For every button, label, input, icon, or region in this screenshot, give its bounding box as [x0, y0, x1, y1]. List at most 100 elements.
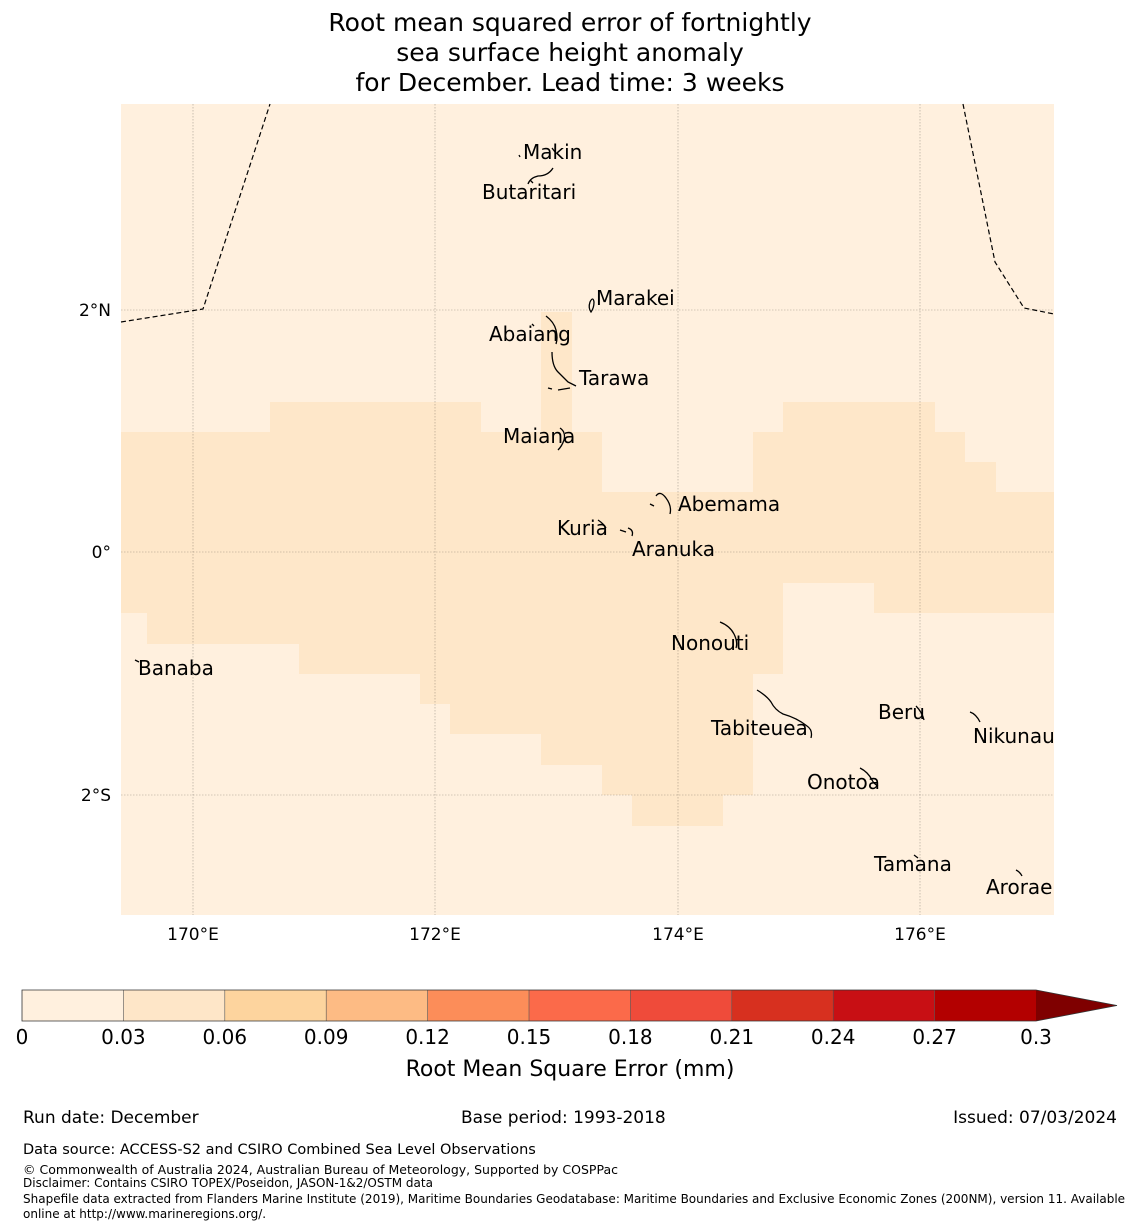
- run-date: Run date: December: [23, 1108, 199, 1128]
- colorbar-segment: [731, 990, 834, 1021]
- eez-boundary-east: [962, 103, 1055, 315]
- band-cell: [874, 583, 1054, 613]
- band-cell: [147, 613, 481, 644]
- band-cell: [602, 492, 783, 522]
- band-cell: [753, 644, 783, 674]
- place-label-butaritari: Butaritari: [482, 180, 576, 204]
- colorbar-dividers: [123, 990, 935, 1021]
- island-makin: [518, 147, 556, 158]
- island-aranuka: [619, 527, 634, 537]
- island-banaba: [134, 659, 140, 663]
- colorbar-tick: 0.27: [912, 1025, 957, 1049]
- colorbar-outline: [21, 989, 1118, 1022]
- place-label-banaba: Banaba: [138, 656, 214, 680]
- band-cell: [632, 795, 723, 826]
- colorbar-segment: [630, 990, 732, 1021]
- colorbar-segment: [224, 990, 327, 1021]
- island-arorae: [1015, 869, 1023, 877]
- island-abaiang: [531, 315, 558, 345]
- copyright: © Commonwealth of Australia 2024, Austra…: [23, 1162, 618, 1177]
- colorbar-segments: [22, 990, 1117, 1021]
- colorbar-tick: 0.24: [811, 1025, 856, 1049]
- base-period: Base period: 1993-2018: [461, 1108, 666, 1128]
- colorbar-tick: 0.03: [101, 1025, 146, 1049]
- title-line-2: sea surface height anomaly: [396, 38, 744, 67]
- island-beru: [915, 705, 925, 721]
- place-label-beru: Beru: [878, 700, 925, 724]
- colorbar-segment: [326, 990, 428, 1021]
- band-cell: [299, 644, 481, 674]
- band-cell: [121, 432, 270, 613]
- colorbar-segment: [427, 990, 529, 1021]
- colorbar-tick-labels: 0 0.03 0.06 0.09 0.12 0.15 0.18 0.21 0.2…: [16, 1025, 1052, 1049]
- place-label-arorae: Arorae: [986, 875, 1052, 899]
- error-band-0.03-0.06: [121, 312, 1054, 826]
- island-tarawa: [547, 351, 577, 391]
- place-label-aranuka: Aranuka: [632, 537, 715, 561]
- colorbar-tick: 0.18: [608, 1025, 653, 1049]
- lon-tick-labels: 170°E 172°E 174°E 176°E: [167, 925, 946, 945]
- lat-label-0: 0°: [92, 543, 111, 563]
- colorbar-tick: 0.15: [507, 1025, 552, 1049]
- data-source: Data source: ACCESS-S2 and CSIRO Combine…: [23, 1142, 536, 1158]
- island-nonouti: [719, 621, 738, 649]
- place-label-nikunau: Nikunau: [973, 724, 1055, 748]
- band-cell: [602, 765, 753, 795]
- band-cell: [420, 674, 481, 704]
- disclaimer: Disclaimer: Contains CSIRO TOPEX/Poseido…: [23, 1176, 433, 1190]
- colorbar-tick: 0.12: [405, 1025, 450, 1049]
- band-cell: [935, 432, 965, 583]
- colorbar-segment: [529, 990, 631, 1021]
- place-label-nonouti: Nonouti: [671, 631, 749, 655]
- island-labels: Makin Butaritari Marakei Abaiang Tarawa …: [138, 140, 1055, 899]
- issued-date: Issued: 07/03/2024: [953, 1108, 1117, 1128]
- lon-label-170e: 170°E: [167, 925, 219, 945]
- title-line-3: for December. Lead time: 3 weeks: [355, 68, 785, 97]
- chart-title: Root mean squared error of fortnightly s…: [0, 8, 1140, 98]
- lat-tick-labels: 2°N 0° 2°S: [79, 301, 111, 806]
- island-tamana: [913, 854, 919, 859]
- gridlines: [121, 104, 1054, 915]
- band-cell: [602, 522, 783, 644]
- place-label-tarawa: Tarawa: [578, 366, 649, 390]
- colorbar-title: Root Mean Square Error (mm): [406, 1057, 735, 1082]
- colorbar-tick: 0.09: [304, 1025, 349, 1049]
- place-label-makin: Makin: [523, 140, 582, 164]
- place-label-onotoa: Onotoa: [807, 770, 880, 794]
- island-marakei: [588, 298, 595, 314]
- colorbar-tick: 0.06: [203, 1025, 248, 1049]
- place-label-maiana: Maiana: [503, 424, 575, 448]
- place-label-marakei: Marakei: [596, 286, 675, 310]
- colorbar-segment: [123, 990, 225, 1021]
- lon-label-172e: 172°E: [409, 925, 461, 945]
- island-coastlines: [134, 147, 1023, 877]
- band-cell: [481, 432, 602, 704]
- colorbar-tick: 0.3: [1020, 1025, 1052, 1049]
- colorbar: 0 0.03 0.06 0.09 0.12 0.15 0.18 0.21 0.2…: [16, 989, 1118, 1082]
- band-cell: [783, 402, 935, 583]
- lon-label-174e: 174°E: [652, 925, 704, 945]
- colorbar-segment: [934, 990, 1036, 1021]
- band-cell: [965, 462, 996, 583]
- band-cell: [753, 432, 783, 522]
- band-cell: [270, 402, 481, 613]
- title-line-1: Root mean squared error of fortnightly: [328, 8, 812, 37]
- eez-boundaries: [120, 103, 1055, 323]
- lat-label-2s: 2°S: [81, 786, 111, 806]
- band-cell: [602, 644, 753, 765]
- shapefile-credit-line1: Shapefile data extracted from Flanders M…: [23, 1192, 1126, 1206]
- island-nikunau: [969, 711, 981, 723]
- island-butaritari: [527, 167, 554, 185]
- colorbar-segment: [22, 990, 124, 1021]
- island-onotoa: [859, 767, 879, 787]
- island-tabiteuea: [756, 689, 813, 739]
- island-abemama: [649, 492, 672, 515]
- place-label-tamana: Tamana: [873, 852, 952, 876]
- island-maiana: [557, 427, 566, 451]
- place-label-tabiteuea: Tabiteuea: [710, 716, 808, 740]
- place-label-abaiang: Abaiang: [489, 322, 571, 346]
- place-label-kuria: Kuria: [557, 516, 608, 540]
- colorbar-segment: [833, 990, 935, 1021]
- band-cell: [996, 492, 1054, 583]
